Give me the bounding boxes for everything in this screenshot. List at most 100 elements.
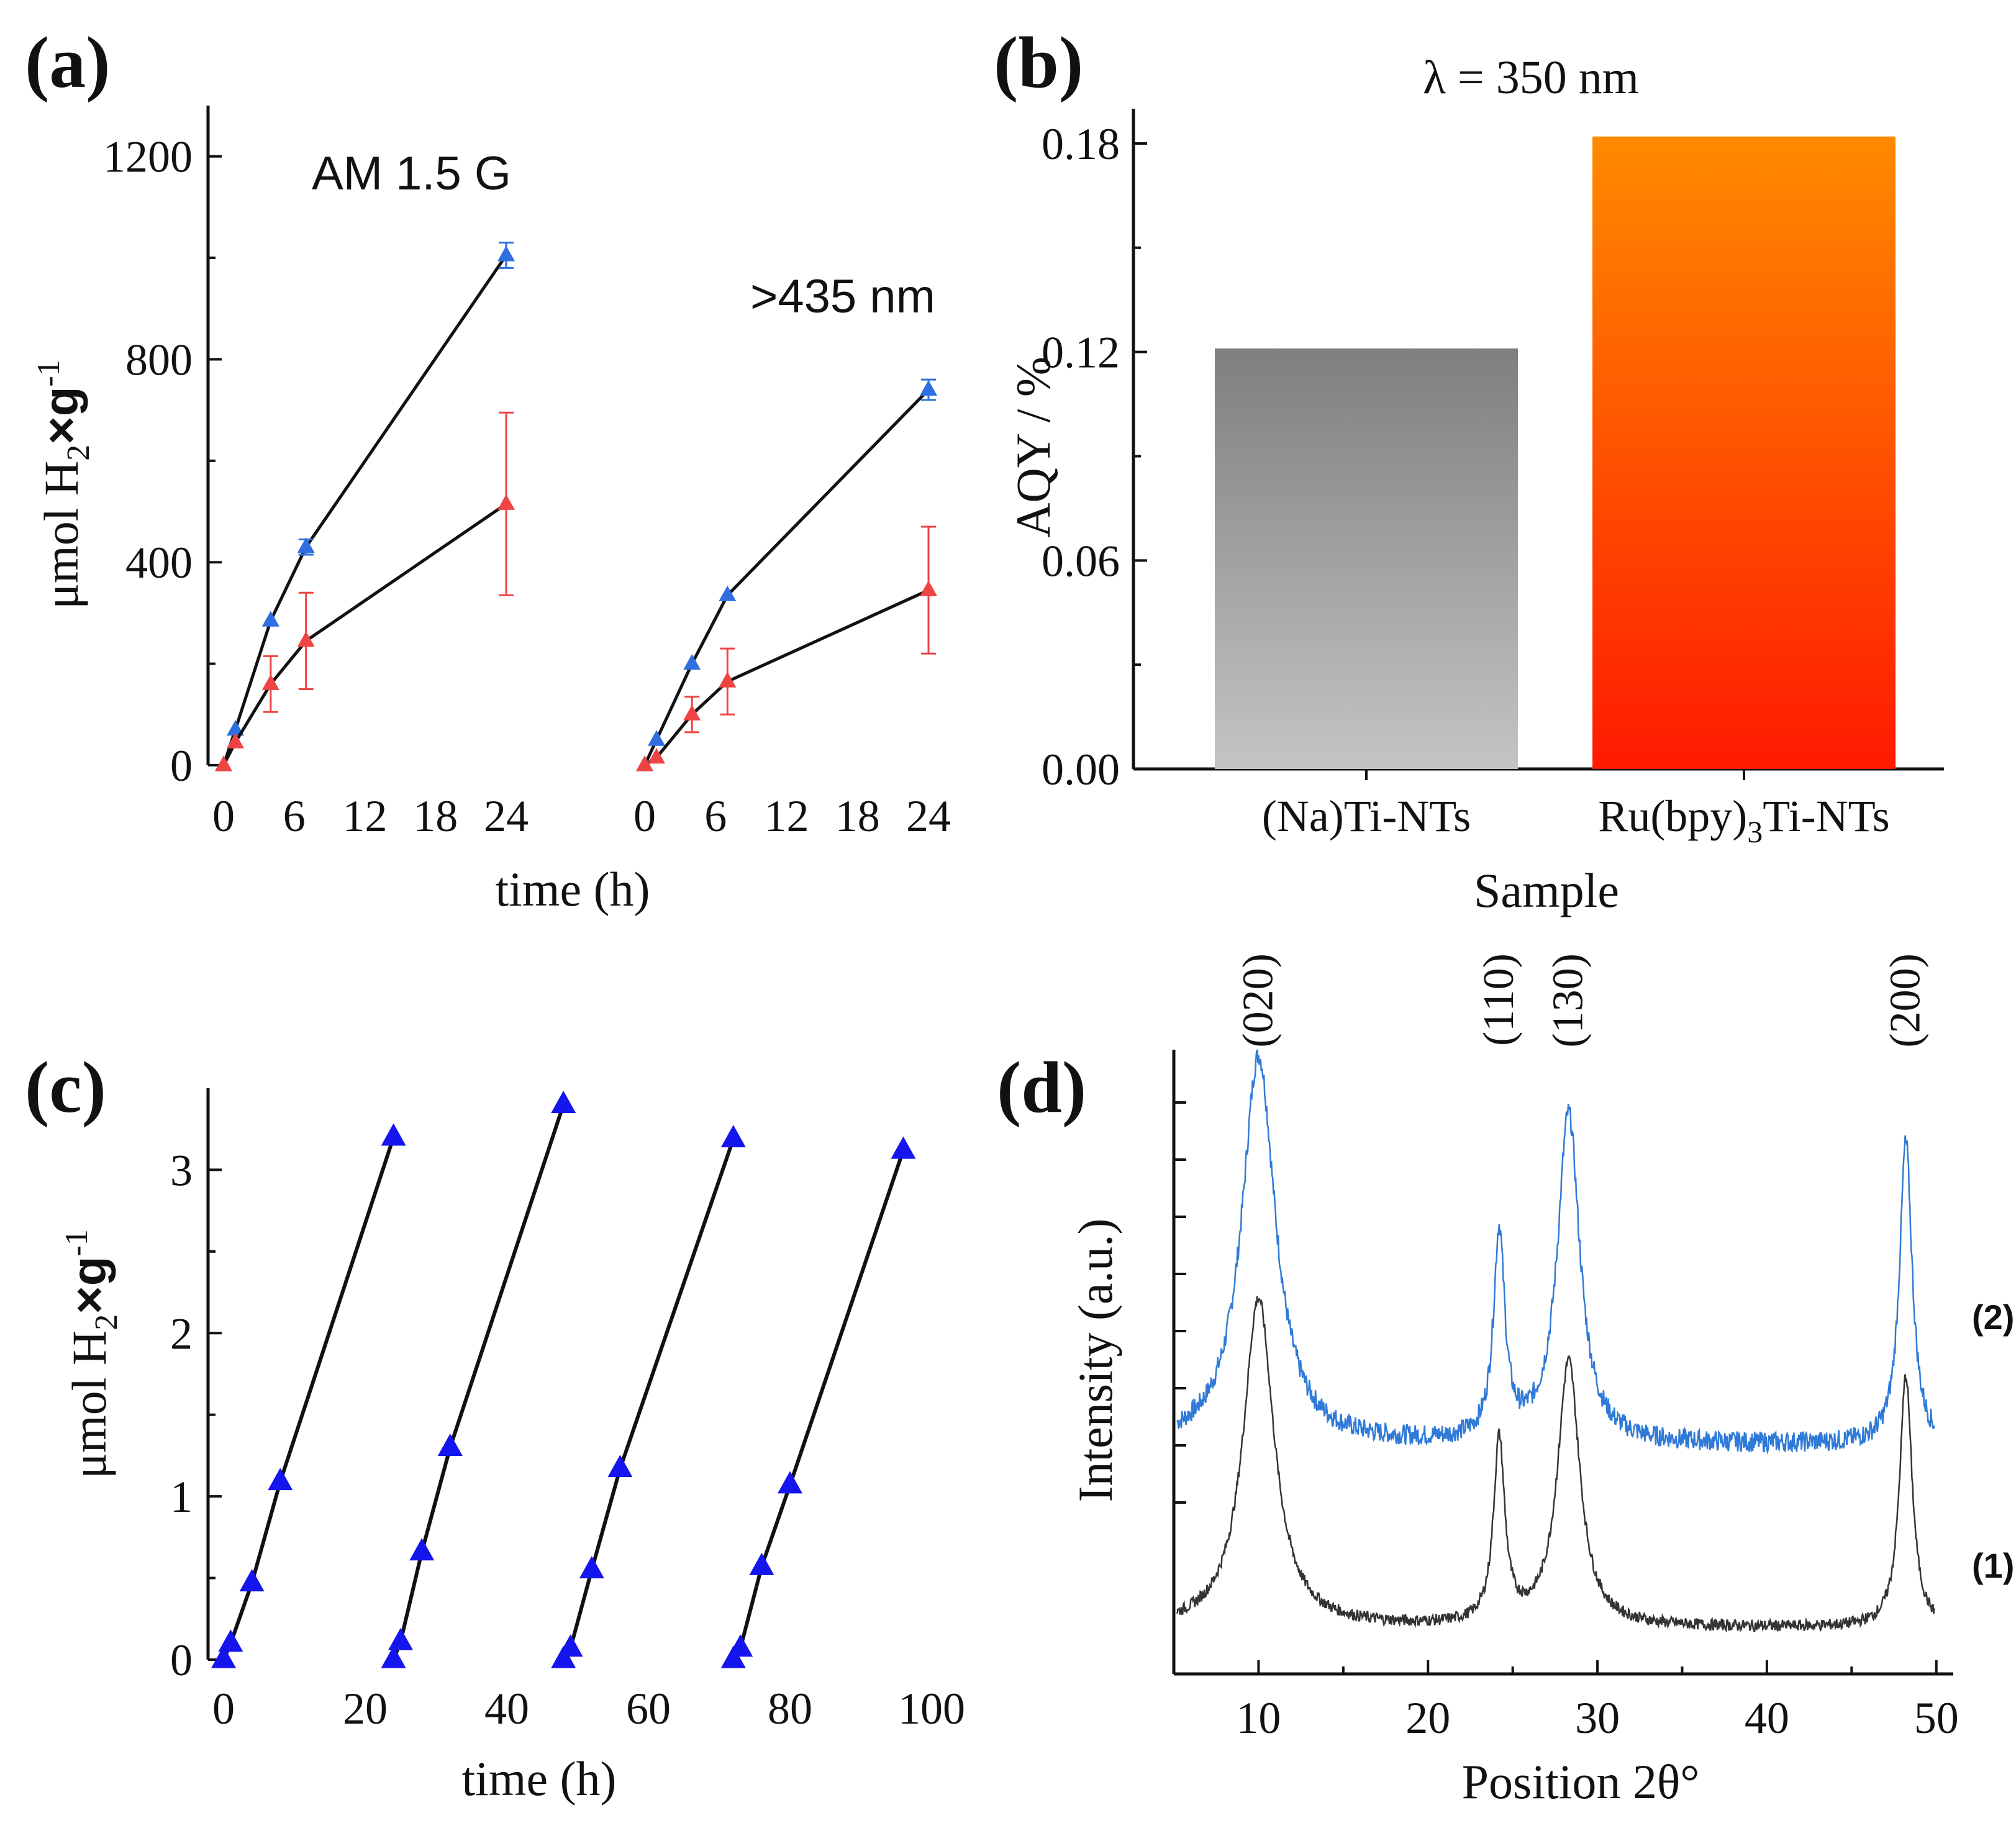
panel-a-y-tick-label: 800	[125, 335, 193, 384]
panel-c-data-point	[778, 1471, 802, 1494]
panel-a-x-tick-label: 24	[906, 791, 951, 841]
panel-c-data-point	[239, 1569, 265, 1592]
panel-b-bars	[1215, 136, 1896, 770]
panel-c-xlabel: time (h)	[461, 1752, 616, 1806]
panel-c-y-tick-label: 0	[170, 1635, 193, 1685]
panel-a-y-tick-label: 1200	[103, 132, 193, 182]
panel-a-data-point	[297, 537, 315, 553]
panel-a-x-tick-label: 6	[704, 791, 727, 841]
panel-c-series-line	[732, 1149, 906, 1661]
panel-c-x-tick-label: 60	[626, 1684, 671, 1734]
panel-c-x-tick-label: 80	[768, 1684, 812, 1734]
category-subscript: 3	[1747, 814, 1763, 849]
category-text: Ru(bpy)	[1598, 791, 1747, 841]
category-text: (Na)Ti-NTs	[1262, 791, 1471, 841]
panel-d-peak-label: (110)	[1475, 953, 1523, 1046]
panel-a-data-point	[636, 755, 653, 771]
panel-c-data-point	[607, 1455, 633, 1478]
panel-c-y-tick-label: 1	[170, 1472, 193, 1522]
panel-a-data-point	[497, 494, 515, 510]
panel-c-y-tick-label: 3	[170, 1145, 193, 1195]
annotation-435nm: >435 nm	[750, 270, 935, 323]
panel-a-x-tick-label: 0	[633, 791, 656, 841]
panel-a-series-line	[643, 388, 930, 766]
panel-d-x-tick-label: 20	[1405, 1693, 1450, 1743]
panel-a-x-tick-label: 12	[343, 791, 388, 841]
panel-b-y-tick-label: 0.06	[1042, 536, 1120, 586]
panel-d-peak-label: (200)	[1882, 953, 1930, 1048]
panel-a-data-point	[719, 671, 737, 688]
panel-c-x-tick-label: 40	[484, 1684, 529, 1734]
panel-a-data-point	[683, 704, 701, 721]
panel-d: (d) 10 20 30 40 50 (020) (110) (130) (200) (2) (1…	[997, 953, 2014, 1809]
panel-b-category-label: (Na)Ti-NTs	[1262, 791, 1471, 841]
panel-a-data-point	[719, 585, 737, 601]
panel-c-data-point	[388, 1627, 413, 1650]
panel-c-data-point	[749, 1552, 774, 1575]
panel-c-series-line	[561, 1138, 735, 1661]
panel-a-data	[215, 242, 937, 771]
panel-a-data-point	[226, 720, 244, 736]
panel-d-peak-label: (130)	[1545, 953, 1592, 1048]
panel-a-data-point	[297, 631, 315, 647]
panel-a-label: (a)	[25, 22, 111, 103]
panel-c-data-point	[551, 1645, 576, 1668]
panel-a-x-tick-label: 24	[484, 791, 529, 841]
panel-d-ylabel: Intensity (a.u.)	[1068, 1218, 1122, 1502]
panel-c-data-point	[720, 1125, 746, 1148]
panel-a-data-point	[497, 245, 515, 261]
annotation-am15g: AM 1.5 G	[312, 147, 511, 200]
panel-a-y-tick-label: 400	[125, 538, 193, 588]
panel-c-data-point	[268, 1468, 293, 1491]
panel-d-x-tick-label: 30	[1575, 1693, 1620, 1743]
panel-c-data-point	[211, 1645, 236, 1668]
panel-c-data-point	[437, 1433, 463, 1456]
panel-c-data	[211, 1090, 916, 1668]
bar-ru-bpy3-ti-nts	[1592, 136, 1896, 770]
panel-c-data-point	[381, 1123, 406, 1146]
panel-c: (c) 0 1 2 3 0 20 40 60 80 100 time (h) μmol H2×g-…	[25, 1047, 965, 1806]
panel-c-x-tick-label: 0	[212, 1684, 235, 1734]
panel-a-x-tick-label: 18	[413, 791, 458, 841]
bar-na-ti-nts	[1215, 348, 1518, 769]
panel-c-ylabel: μmol H2×g-1	[59, 1229, 124, 1479]
panel-d-peak-label: (020)	[1234, 953, 1282, 1048]
panel-d-label: (d)	[997, 1047, 1086, 1128]
panel-d-curve-label: (2)	[1972, 1298, 2014, 1337]
panel-b-category-label: Ru(bpy)3Ti-NTs	[1598, 791, 1889, 849]
panel-a-data-point	[683, 653, 701, 670]
panel-b-y-tick-label: 0.00	[1042, 745, 1120, 794]
panel-a-data-point	[226, 732, 244, 748]
panel-b-y-tick-label: 0.12	[1042, 328, 1120, 378]
panel-a-xlabel: time (h)	[495, 862, 650, 916]
panel-a-data-point	[648, 730, 666, 746]
panel-a-x-tick-label: 18	[835, 791, 880, 841]
panel-d-curve-2	[1176, 1049, 1935, 1455]
panel-a-data-point	[920, 580, 937, 596]
panel-d-xlabel: Position 2θ°	[1462, 1755, 1700, 1809]
panel-c-data-point	[728, 1634, 753, 1657]
panel-d-curve-label: (1)	[1972, 1546, 2014, 1585]
panel-b-xlabel: Sample	[1474, 863, 1619, 917]
panel-d-curve-1	[1176, 1296, 1935, 1633]
panel-a-data-point	[261, 674, 279, 690]
panel-c-axes: 0 1 2 3 0 20 40 60 80 100	[170, 1088, 965, 1734]
panel-c-data-point	[381, 1645, 406, 1668]
panel-a-data-point	[648, 748, 666, 764]
panel-a-data-point	[261, 611, 279, 627]
panel-a-x-tick-label: 0	[212, 791, 235, 841]
panel-a-x-tick-label: 6	[283, 791, 306, 841]
panel-b: (b) λ = 350 nm 0.00 0.06 0.12 0.18 (Na)Ti-NT…	[994, 22, 1944, 917]
panel-b-ylabel: AQY / %	[1006, 357, 1060, 538]
panel-d-data: (2) (1)	[1176, 1049, 2014, 1633]
panel-c-data-point	[579, 1556, 604, 1579]
panel-c-series-line	[391, 1104, 566, 1661]
panel-c-data-point	[551, 1090, 576, 1113]
panel-c-data-point	[720, 1645, 746, 1668]
panel-c-data-point	[558, 1634, 583, 1657]
panel-a-data-point	[920, 380, 937, 396]
panel-a-y-tick-label: 0	[170, 741, 193, 791]
